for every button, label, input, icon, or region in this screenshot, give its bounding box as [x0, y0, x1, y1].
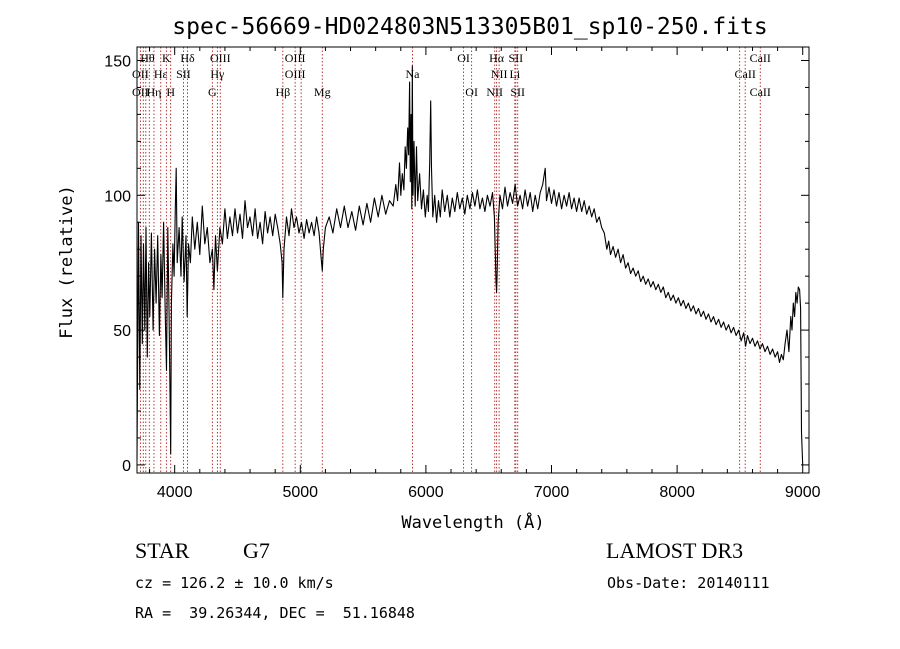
line-label: Mg: [314, 85, 331, 99]
line-label: OII: [132, 85, 149, 99]
redshift-value: cz = 126.2 ± 10.0 km/s: [135, 574, 334, 592]
x-tick-label: 6000: [408, 484, 444, 501]
survey-name: LAMOST DR3: [606, 538, 744, 563]
line-label: SII: [510, 85, 525, 99]
line-label: Hε: [154, 67, 168, 81]
line-label: CaII: [750, 85, 771, 99]
plot-frame: [136, 46, 810, 474]
object-subclass: G7: [243, 538, 270, 563]
spectrum-line: [136, 65, 804, 465]
coordinates: RA = 39.26344, DEC = 51.16848: [135, 604, 415, 622]
line-label: G: [208, 85, 217, 99]
line-label: Hγ: [210, 67, 225, 81]
object-class: STAR: [135, 538, 190, 563]
line-label: Hβ: [275, 85, 290, 99]
line-label: K: [162, 51, 171, 65]
line-label: CaII: [750, 51, 771, 65]
x-tick-label: 9000: [785, 484, 821, 501]
y-axis-label: Flux (relative): [57, 185, 77, 339]
x-tick-label: 4000: [157, 484, 193, 501]
line-label: OIII: [210, 51, 231, 65]
line-label: H: [166, 85, 175, 99]
line-label: Hα: [489, 51, 505, 65]
line-label: CaII: [735, 67, 756, 81]
line-label: OI: [465, 85, 478, 99]
axes-layer: 4000 5000 6000 7000 8000 9000 0 50 100 150: [104, 47, 821, 501]
y-tick-label: 0: [122, 458, 131, 475]
line-label: SII: [508, 51, 523, 65]
obs-date: Obs-Date: 20140111: [607, 574, 770, 592]
x-axis-label: Wavelength (Å): [401, 511, 544, 533]
x-tick-label: 5000: [282, 484, 318, 501]
chart-title: spec-56669-HD024803N513305B01_sp10-250.f…: [172, 14, 767, 40]
line-label: Hθ: [140, 51, 155, 65]
line-label: NII: [486, 85, 503, 99]
line-label: SII: [176, 67, 191, 81]
line-marker-layer: [139, 47, 761, 473]
y-tick-label: 150: [104, 53, 131, 70]
x-tick-label: 8000: [659, 484, 695, 501]
line-label: OII: [132, 67, 149, 81]
x-tick-label: 7000: [534, 484, 570, 501]
line-label: Hη: [146, 85, 161, 99]
line-label: NII: [491, 67, 508, 81]
y-tick-label: 50: [113, 323, 131, 340]
line-label: Li: [509, 67, 520, 81]
line-label: OIII: [285, 67, 306, 81]
line-label: OI: [457, 51, 470, 65]
y-tick-label: 100: [104, 188, 131, 205]
line-label: OIII: [285, 51, 306, 65]
line-label: Hδ: [180, 51, 195, 65]
